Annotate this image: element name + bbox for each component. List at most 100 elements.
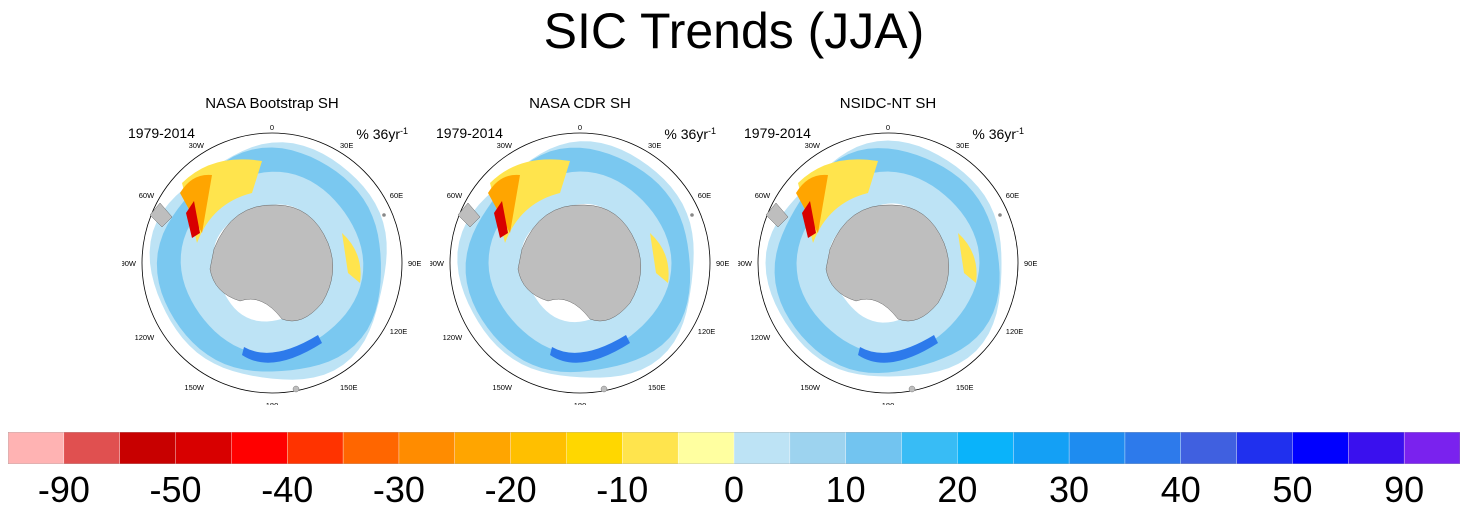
island: [600, 385, 608, 393]
colorbar-tick-label: 90: [1384, 469, 1425, 510]
longitude-label: 120W: [443, 333, 464, 342]
island: [908, 385, 916, 393]
trend-field-dark-blue: [550, 335, 630, 363]
longitude-label: 120E: [390, 327, 408, 336]
colorbar-tick-label: -90: [37, 469, 90, 510]
longitude-label: 60W: [139, 191, 155, 200]
colorbar-segment: [1236, 432, 1293, 464]
colorbar-segment: [733, 432, 791, 464]
period-label: 1979-2014: [436, 125, 503, 141]
longitude-label: 150E: [340, 383, 358, 392]
trend-field-orange: [180, 174, 212, 233]
polar-map: 0 30E 60E 90E 120E 150E 180 150W 120W 90W 60W 30W: [122, 123, 421, 405]
island: [998, 213, 1002, 217]
colorbar-segment: [789, 432, 847, 464]
panel-title: NASA CDR SH: [529, 95, 631, 112]
colorbar-segment: [901, 432, 958, 464]
south-america-tip: [457, 202, 481, 228]
colorbar-segment: [566, 432, 623, 464]
unit-label: % 36yr-1: [356, 126, 408, 142]
page-title: SIC Trends (JJA): [543, 3, 925, 59]
colorbar-tick-label: 20: [937, 469, 978, 510]
longitude-label: 30W: [189, 141, 205, 150]
period-label: 1979-2014: [128, 125, 195, 141]
trend-field-orange: [488, 174, 520, 233]
colorbar-tick-label: 30: [1049, 469, 1090, 510]
colorbar-segment: [287, 432, 344, 464]
colorbar-segment: [1348, 432, 1405, 464]
longitude-label: 30E: [956, 141, 969, 150]
trend-field-orange: [796, 174, 828, 233]
trend-field-red: [494, 201, 508, 238]
colorbar-tick-label: -50: [149, 469, 202, 510]
colorbar-segment: [1292, 432, 1349, 464]
island: [292, 385, 300, 393]
map-panel-nasa-cdr: 0 30E 60E 90E 120E 150E 180 150W 120W 90W 60W 30W N…: [430, 95, 730, 405]
longitude-label: 150W: [492, 383, 513, 392]
colorbar-tick-label: -20: [484, 469, 537, 510]
longitude-label: 60W: [447, 191, 463, 200]
colorbar-segment: [845, 432, 903, 464]
longitude-label: 60W: [755, 191, 771, 200]
longitude-label: 150E: [956, 383, 974, 392]
colorbar-segment: [677, 432, 735, 464]
longitude-label: 90W: [122, 259, 137, 268]
colorbar-segment: [1124, 432, 1182, 464]
colorbar-segment: [1180, 432, 1238, 464]
trend-field-yellow-east: [342, 233, 361, 283]
colorbar-segment: [1068, 432, 1126, 464]
colorbar-tick-label: 10: [825, 469, 866, 510]
colorbar-segment: [957, 432, 1014, 464]
longitude-label: 90W: [738, 259, 753, 268]
longitude-label: 60E: [1006, 191, 1019, 200]
longitude-label: 30E: [648, 141, 661, 150]
south-america-tip: [765, 202, 789, 228]
colorbar-segment: [622, 432, 679, 464]
longitude-label: 30W: [497, 141, 513, 150]
longitude-label: 150W: [184, 383, 205, 392]
longitude-label: 120W: [751, 333, 772, 342]
longitude-label: 0: [578, 123, 582, 132]
colorbar-segment: [231, 432, 288, 464]
longitude-label: 90W: [430, 259, 445, 268]
island: [690, 213, 694, 217]
trend-field-dark-blue: [858, 335, 938, 363]
island: [382, 213, 386, 217]
south-america-tip: [149, 202, 173, 228]
trend-field-yellow-east: [650, 233, 669, 283]
longitude-label: 0: [270, 123, 274, 132]
trend-field-dark-blue: [242, 335, 322, 363]
colorbar-tick-label: 0: [723, 469, 745, 510]
longitude-label: 120W: [135, 333, 156, 342]
polar-map: 0 30E 60E 90E 120E 150E 180 150W 120W 90W 60W 30W: [430, 123, 729, 405]
colorbar-labels: -90 -50 -40 -30 -20 -10 0 10 20 30 40 50 90: [8, 470, 1460, 510]
colorbar-segment: [342, 432, 400, 464]
polar-map: 0 30E 60E 90E 120E 150E 180 150W 120W 90W 60W 30W: [738, 123, 1037, 405]
antarctica-landmass: [517, 204, 641, 322]
colorbar-segment: [119, 432, 177, 464]
panel-title: NSIDC-NT SH: [839, 95, 937, 112]
unit-label: % 36yr-1: [664, 126, 716, 142]
longitude-label: 180: [266, 401, 279, 405]
colorbar-tick-label: 50: [1272, 469, 1313, 510]
longitude-label: 120E: [1006, 327, 1024, 336]
longitude-label: 150W: [800, 383, 821, 392]
trend-field-red: [802, 201, 816, 238]
longitude-label: 90E: [408, 259, 421, 268]
longitude-label: 90E: [716, 259, 729, 268]
longitude-label: 30W: [805, 141, 821, 150]
colorbar-segment: [175, 432, 232, 464]
colorbar-segment: [398, 432, 456, 464]
longitude-label: 60E: [698, 191, 711, 200]
map-panel-nasa-bootstrap: 0 30E 60E 90E 120E 150E 180 150W 120W 90W 60W 30W N…: [122, 95, 422, 405]
colorbar-tick-label: -40: [261, 469, 314, 510]
colorbar-segment: [1013, 432, 1070, 464]
colorbar-segment: [63, 432, 121, 464]
colorbar: [8, 432, 1460, 464]
panel-title: NASA Bootstrap SH: [205, 95, 339, 112]
colorbar-tick-label: -30: [372, 469, 425, 510]
colorbar-segment: [510, 432, 567, 464]
map-panel-nsidc-nt: 0 30E 60E 90E 120E 150E 180 150W 120W 90W 60W 30W N…: [738, 95, 1038, 405]
longitude-label: 180: [574, 401, 587, 405]
longitude-label: 0: [886, 123, 890, 132]
